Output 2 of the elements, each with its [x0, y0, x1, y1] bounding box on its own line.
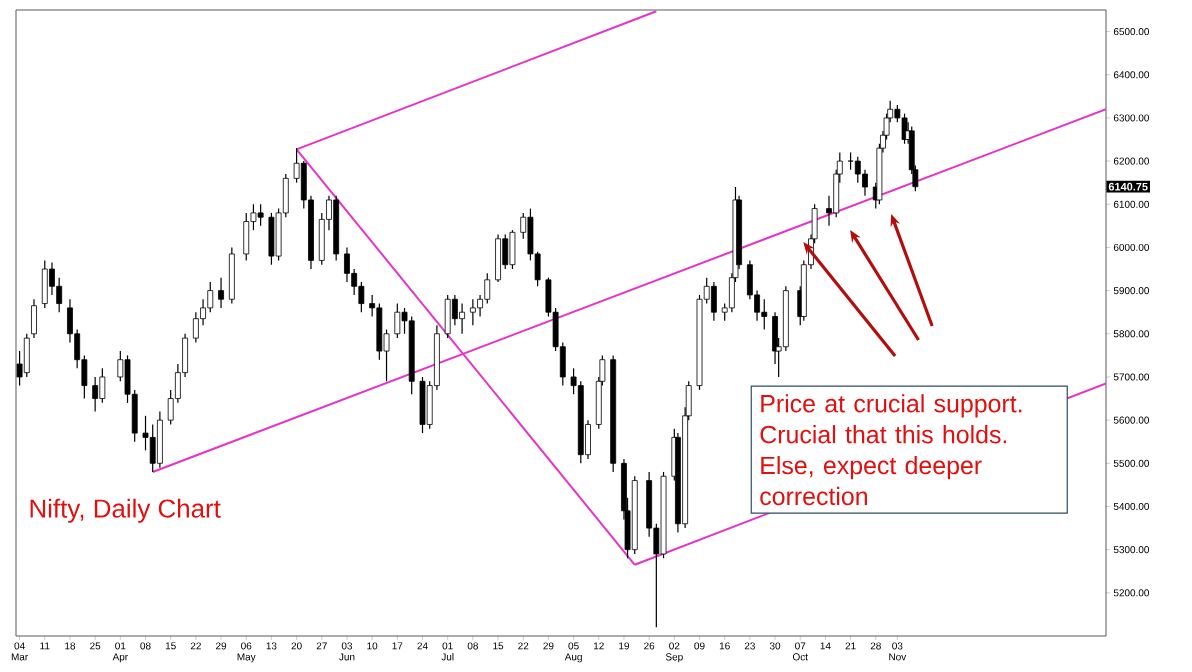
annotation: Nifty, Daily Chart — [30, 498, 221, 523]
annotation: Price at crucial support. Crucial that this holds. Else, expect deeper correction — [760, 394, 1022, 506]
